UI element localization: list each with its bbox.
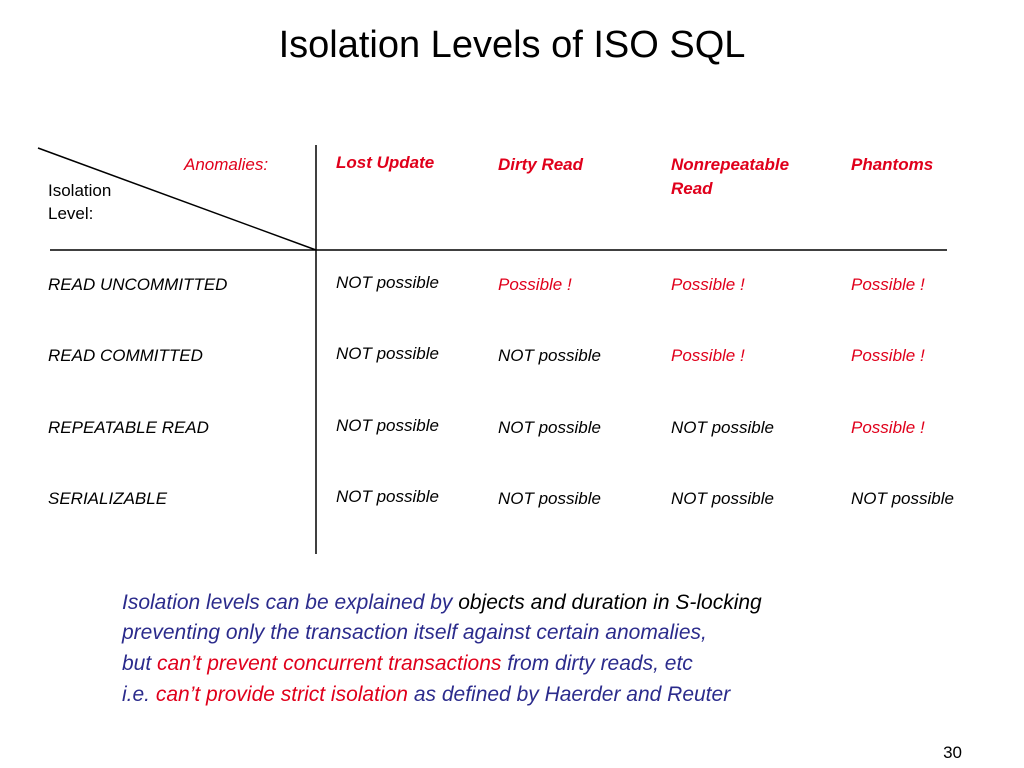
cell-serializable-phantoms: NOT possible — [851, 489, 954, 508]
cell-read-uncommitted-phantoms: Possible ! — [851, 275, 925, 294]
note-line-3-part-b: can’t prevent concurrent transactions — [157, 652, 502, 675]
cell-read-committed-dirty-read: NOT possible — [498, 346, 601, 365]
note-line-4-part-a: i.e. — [122, 683, 156, 706]
row-label-serializable: SERIALIZABLE — [48, 489, 168, 508]
row-label-repeatable-read: REPEATABLE READ — [48, 418, 209, 437]
cell-repeatable-read-lost-update: NOT possible — [336, 416, 439, 435]
row-label-read-uncommitted: READ UNCOMMITTED — [48, 275, 228, 294]
cell-read-uncommitted-nonrepeatable-read: Possible ! — [671, 275, 745, 294]
note-line-4-part-c: as defined by Haerder and Reuter — [407, 683, 731, 706]
note-line-4: i.e. can’t provide strict isolation as d… — [122, 683, 730, 707]
cell-repeatable-read-dirty-read: NOT possible — [498, 418, 601, 437]
note-line-1-part-a: Isolation levels can be explained by — [122, 591, 459, 614]
cell-serializable-dirty-read: NOT possible — [498, 489, 601, 508]
column-header-phantoms: Phantoms — [851, 155, 934, 174]
note-line-2-part-a: preventing only the transaction itself a… — [122, 621, 707, 644]
column-header-nonrepeatable-read-line1: Nonrepeatable — [671, 155, 790, 174]
column-header-lost-update: Lost Update — [336, 153, 435, 172]
cell-read-committed-lost-update: NOT possible — [336, 344, 439, 363]
note-line-4-part-b: can’t provide strict isolation — [155, 683, 408, 706]
corner-diagonal — [37, 147, 317, 251]
isolation-label-line1: Isolation — [48, 181, 112, 200]
cell-read-committed-nonrepeatable-read: Possible ! — [671, 346, 745, 365]
anomalies-label: Anomalies: — [184, 155, 269, 174]
note-line-1: Isolation levels can be explained by obj… — [122, 591, 762, 615]
cell-serializable-lost-update: NOT possible — [336, 487, 439, 506]
slide-title: Isolation Levels of ISO SQL — [278, 24, 746, 66]
cell-read-uncommitted-lost-update: NOT possible — [336, 273, 439, 292]
note-line-1-part-b: objects and duration in S-locking — [458, 591, 762, 614]
column-header-nonrepeatable-read-line2: Read — [671, 179, 713, 198]
cell-read-uncommitted-dirty-read: Possible ! — [498, 275, 572, 294]
row-label-read-committed: READ COMMITTED — [48, 346, 203, 365]
cell-repeatable-read-nonrepeatable-read: NOT possible — [671, 418, 774, 437]
note-line-3: but can’t prevent concurrent transaction… — [122, 652, 693, 676]
cell-read-committed-phantoms: Possible ! — [851, 346, 925, 365]
column-header-dirty-read: Dirty Read — [498, 155, 584, 174]
note-line-3-part-a: but — [122, 652, 158, 675]
isolation-label-line2: Level: — [48, 204, 94, 223]
note-line-3-part-c: from dirty reads, etc — [501, 652, 693, 675]
note-line-2: preventing only the transaction itself a… — [122, 621, 707, 645]
cell-repeatable-read-phantoms: Possible ! — [851, 418, 925, 437]
slide-number: 30 — [943, 743, 962, 762]
cell-serializable-nonrepeatable-read: NOT possible — [671, 489, 774, 508]
